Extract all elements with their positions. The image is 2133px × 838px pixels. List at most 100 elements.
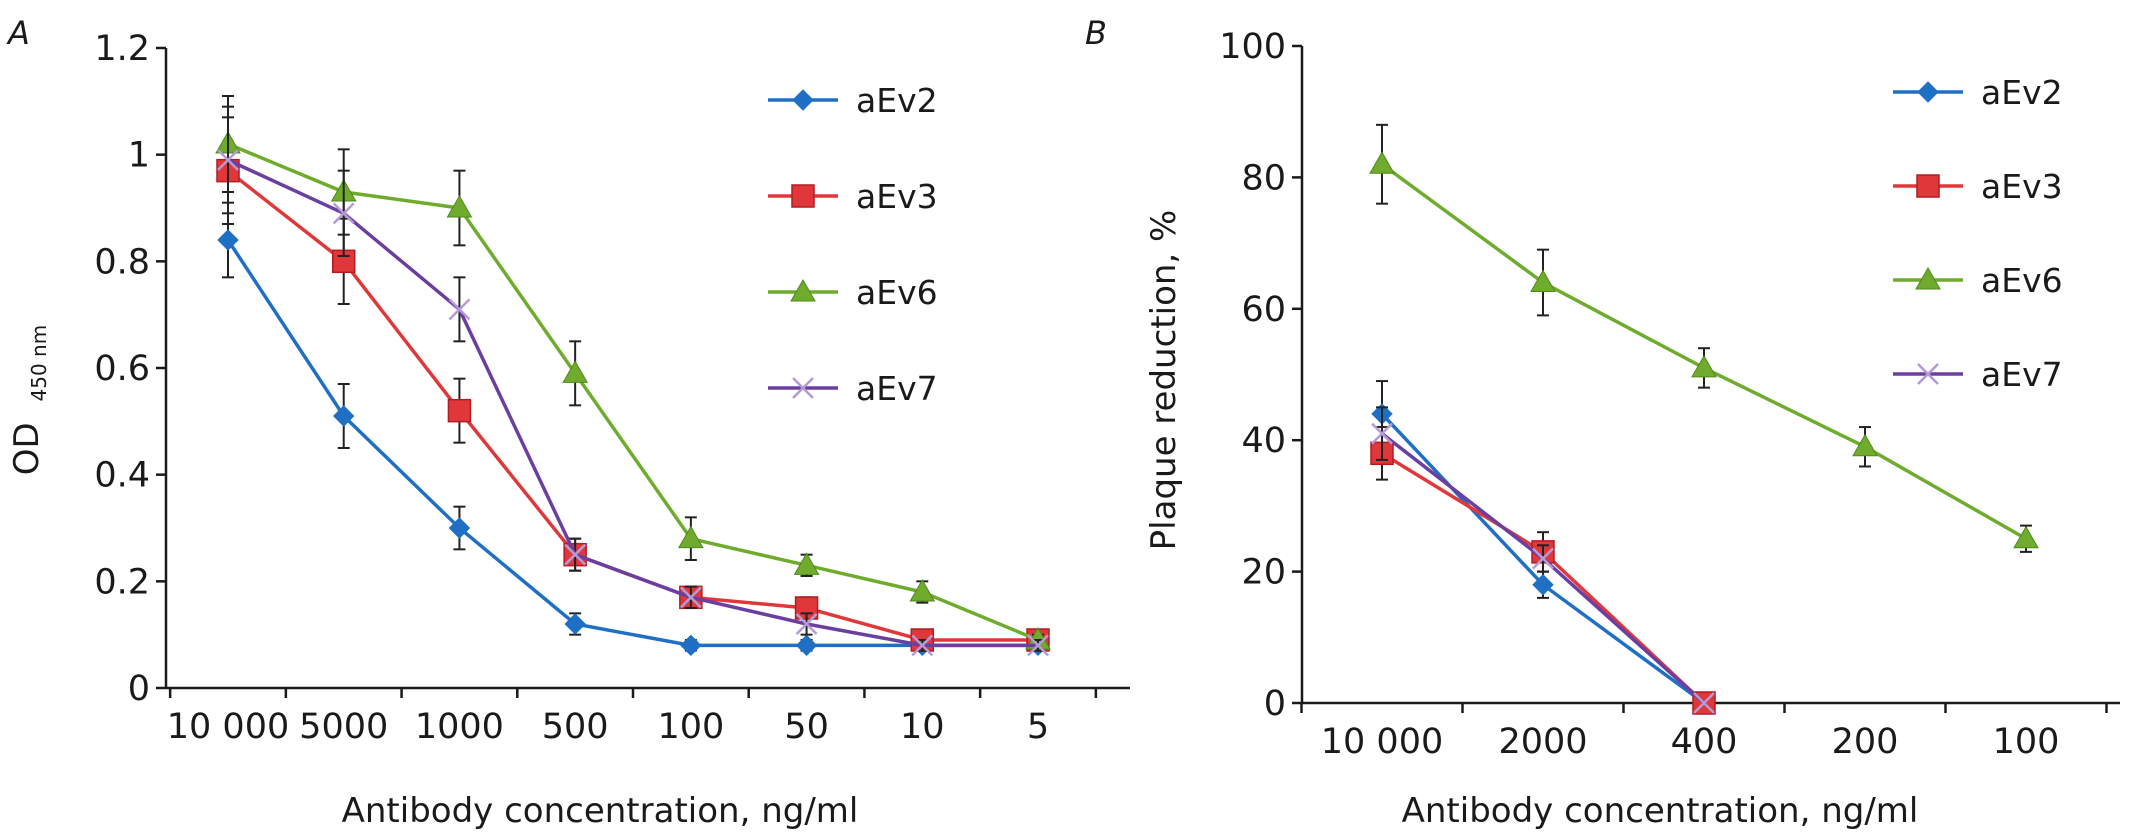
panel-b-data-point [1693,692,1715,714]
panel-a-y-tick-label: 0.6 [94,349,150,389]
panel-b-y-tick-label: 80 [1241,158,1286,198]
panel-b-legend-marker [1916,174,1940,198]
panel-b-data-point [1691,354,1717,378]
panel-b-y-tick-label: 40 [1241,421,1286,461]
panel-a-x-tick-label: 10 000 [167,707,289,747]
panel-a-legend-label: aEv3 [856,177,938,216]
panel-b-y-tick-label: 20 [1241,553,1286,593]
panel-b-data-point [1852,433,1878,457]
panel-a-data-point [909,578,936,602]
panel-b-y-tick-label: 100 [1219,27,1286,67]
panel-b-data-point [2013,525,2039,549]
panel-a-data-point [448,298,471,321]
panel-a-x-tick-label: 50 [784,707,829,747]
panel-a-data-point [679,586,702,609]
panel-a-legend-marker [792,89,814,111]
panel-a-y-tick-label: 0.4 [94,456,150,496]
panel-b-data-point [1532,574,1554,596]
panel-b-legend-label: aEv6 [1981,261,2063,300]
panel-a-y-axis-title-sub: 450 nm [27,325,51,402]
panel-b-legend-item-aev6: aEv6 [1893,261,2063,300]
panel-b-plot-area: 0 20 40 60 80 100 10 000 2000 400 200 100 aEv2 aEv3 a… [1219,27,2120,762]
panel-b-legend-item-aev2: aEv2 [1893,73,2063,112]
panel-a-data-point [217,229,239,251]
panel-a-y-tick-label: 1.2 [94,29,150,69]
panel-a-data-point [333,405,355,427]
panel-a-x-tick-label: 1000 [415,707,504,747]
panel-b-series-aev6 [1369,123,2039,553]
panel-a-data-point [332,202,355,225]
panel-b-x-tick-label: 100 [1993,722,2060,762]
panel-a-series-line [227,158,1038,648]
panel-b-y-tick-label: 0 [1264,684,1286,724]
panel-a-legend-marker [790,278,816,302]
panel-a-data-point [446,194,473,218]
panel-a-data-point [911,634,934,657]
panel-a-data-point [562,360,589,383]
panel-a: A OD 450 nm Antibody concentration, ng/m… [6,14,1130,831]
panel-b-legend-label: aEv3 [1981,167,2063,206]
panel-b-label: B [1085,14,1107,52]
panel-a-legend-marker [792,377,814,399]
panel-a-y-tick-label: 1 [128,136,150,176]
panel-b-data-point [1369,151,1395,174]
panel-a-x-tick-label: 100 [657,707,724,747]
panel-a-y-tick-label: 0.8 [94,242,150,282]
panel-a-data-point [680,634,702,657]
panel-a-legend-item-aev6: aEv6 [768,273,938,312]
panel-a-series-line [227,142,1039,642]
panel-b-legend-label: aEv7 [1981,355,2063,394]
panel-b-series-aev7 [1371,406,1715,714]
panel-a-data-point [447,398,472,423]
panel-a-data-point [795,634,818,657]
panel-a-x-tick-label: 10 [900,707,945,747]
panel-a-y-tick-label: 0 [128,669,150,709]
panel-b-legend-marker [1917,81,1939,103]
panel-a-legend-item-aev7: aEv7 [768,369,938,408]
panel-a-x-tick-label: 5 [1027,707,1049,747]
panel-a-plot-area: 0 0.2 0.4 0.6 0.8 1 1.2 10 000 5000 1000 500 100 50 1… [94,29,1130,747]
panel-a-data-point [217,149,239,171]
panel-b-x-tick-label: 400 [1671,722,1738,762]
panel-b-data-point [1530,269,1556,293]
panel-a-data-point [1027,634,1049,657]
panel-b: B Plaque reduction, % Antibody concentra… [1085,14,2120,831]
panel-b-y-axis-title-text: Plaque reduction, % [1144,210,1184,551]
panel-b-y-tick-label: 60 [1241,290,1286,330]
panel-a-data-point [448,517,471,539]
panel-a-series-aev7 [217,105,1049,657]
panel-b-x-tick-label: 2000 [1498,722,1587,762]
panel-a-y-tick-label: 0.2 [94,562,150,602]
panel-b-data-point [1371,422,1393,445]
panel-a-legend-label: aEv7 [856,369,938,408]
panel-a-data-point [793,552,820,575]
panel-a-data-point [795,613,818,635]
panel-a-x-tick-label: 500 [542,707,609,747]
panel-a-x-tick-label: 5000 [299,707,388,747]
panel-b-x-tick-label: 200 [1832,722,1899,762]
panel-a-legend-marker [791,184,815,208]
panel-a-series-line [226,239,1038,648]
panel-a-legend-item-aev3: aEv3 [768,177,938,216]
panel-b-x-tick-label: 10 000 [1321,722,1443,762]
panel-a-data-point [677,525,704,549]
panel-b-y-axis-title: Plaque reduction, % [1144,210,1184,551]
panel-a-data-point [564,613,586,635]
panel-b-x-axis-title: Antibody concentration, ng/ml [1402,791,1919,831]
panel-a-legend-item-aev2: aEv2 [768,81,938,120]
panel-b-legend-item-aev7: aEv7 [1893,355,2063,394]
panel-a-data-point [564,543,587,566]
panel-a-legend-label: aEv2 [856,81,938,120]
svg-text:OD 450 nm: OD 450 nm [7,325,51,475]
panel-a-legend-label: aEv6 [856,273,938,312]
panel-b-data-point [1532,547,1554,570]
panel-b-legend-item-aev3: aEv3 [1893,167,2063,206]
panel-b-legend-label: aEv2 [1981,73,2063,112]
panel-a-y-axis-title-main: OD [7,422,47,475]
panel-b-legend-marker [1917,363,1939,385]
panel-a-y-axis-title: OD 450 nm [7,325,51,475]
panel-b-legend-marker [1915,266,1941,290]
panel-a-x-axis-title: Antibody concentration, ng/ml [342,791,859,831]
panel-a-label: A [6,14,30,52]
